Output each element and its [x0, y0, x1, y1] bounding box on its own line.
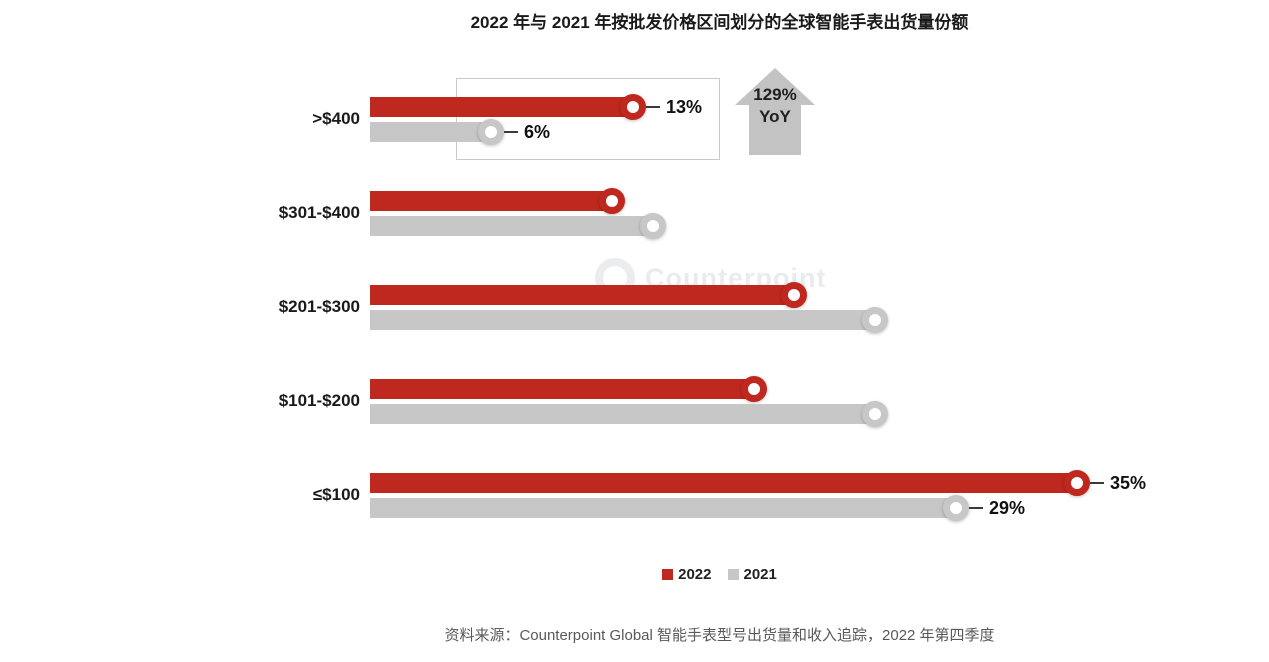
arrow-up-icon — [735, 68, 815, 105]
legend-label: 2022 — [678, 566, 712, 583]
bar-end-marker — [943, 495, 969, 521]
bar-2021 — [370, 122, 491, 142]
category-label: $301-$400 — [278, 202, 360, 222]
category-label: ≤$100 — [312, 484, 360, 504]
value-label: 6% — [504, 122, 550, 142]
legend-item: 2022 — [662, 566, 712, 583]
label-dash — [1090, 482, 1104, 484]
category-label: $101-$200 — [278, 390, 360, 410]
chart-title: 2022 年与 2021 年按批发价格区间划分的全球智能手表出货量份额 — [470, 13, 969, 32]
bar-2021 — [370, 216, 653, 236]
bar-2021 — [370, 404, 875, 424]
legend-label: 2021 — [743, 566, 777, 583]
category-label: >$400 — [312, 108, 360, 128]
label-dash — [969, 507, 983, 509]
bar-end-marker — [478, 119, 504, 145]
yoy-percent: 129% — [753, 85, 797, 104]
bar-2022 — [370, 191, 612, 211]
category-label: $201-$300 — [278, 296, 360, 316]
bar-end-marker — [620, 94, 646, 120]
legend-swatch — [662, 569, 674, 580]
yoy-text: YoY — [759, 107, 791, 126]
bar-end-marker — [599, 188, 625, 214]
value-label-text: 29% — [989, 497, 1026, 518]
bar-end-marker — [862, 307, 888, 333]
legend-swatch — [727, 569, 739, 580]
value-label-text: 6% — [524, 121, 551, 142]
value-label: 35% — [1090, 473, 1146, 493]
bar-2022 — [370, 379, 754, 399]
source-note: 资料来源：Counterpoint Global 智能手表型号出货量和收入追踪，… — [444, 627, 995, 644]
bar-end-marker — [1064, 470, 1090, 496]
highlight-box — [456, 78, 720, 160]
label-dash — [504, 131, 518, 133]
arrow-body — [749, 104, 801, 155]
bar-end-marker — [781, 282, 807, 308]
chart-legend: 2022 2021 — [170, 566, 1269, 583]
bar-end-marker — [741, 376, 767, 402]
value-label: 29% — [969, 498, 1025, 518]
value-label-text: 35% — [1110, 472, 1147, 493]
yoy-label: 129% YoY — [735, 84, 815, 128]
bar-end-marker — [640, 213, 666, 239]
bar-end-marker — [862, 401, 888, 427]
legend-item: 2021 — [727, 566, 777, 583]
bar-2021 — [370, 310, 875, 330]
bar-2022 — [370, 285, 794, 305]
bar-2022 — [370, 97, 633, 117]
label-dash — [646, 106, 660, 108]
bar-2021 — [370, 498, 956, 518]
value-label-text: 13% — [666, 96, 703, 117]
value-label: 13% — [646, 97, 702, 117]
bar-2022 — [370, 473, 1077, 493]
